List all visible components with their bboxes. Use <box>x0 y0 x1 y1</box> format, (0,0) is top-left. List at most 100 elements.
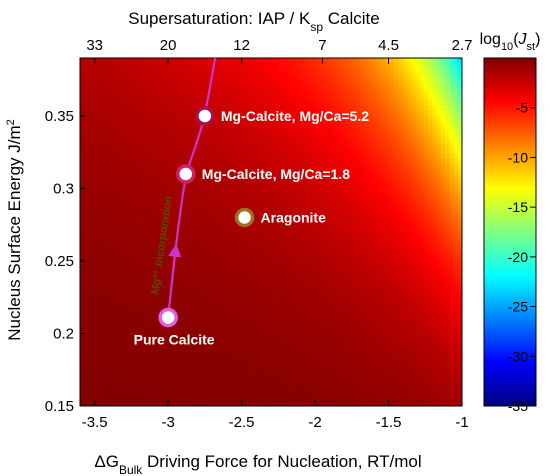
heatmap-cell <box>211 84 217 90</box>
heatmap-cell <box>449 127 455 133</box>
heatmap-cell <box>381 253 387 259</box>
heatmap-cell <box>96 179 102 185</box>
heatmap-cell <box>245 92 251 98</box>
heatmap-cell <box>113 297 119 303</box>
heatmap-cell <box>326 71 332 76</box>
heatmap-cell <box>126 58 132 63</box>
heatmap-cell <box>147 232 153 237</box>
heatmap-cell <box>317 223 323 229</box>
heatmap-cell <box>203 192 208 198</box>
heatmap-cell <box>419 275 425 281</box>
heatmap-cell <box>207 62 213 68</box>
heatmap-cell <box>186 236 191 242</box>
heatmap-cell <box>436 110 442 116</box>
heatmap-cell <box>394 118 399 124</box>
heatmap-cell <box>428 205 433 211</box>
heatmap-cell <box>80 118 85 124</box>
heatmap-cell <box>411 179 416 185</box>
heatmap-cell <box>156 127 162 133</box>
heatmap-cell <box>440 184 446 190</box>
heatmap-cell <box>411 232 416 237</box>
heatmap-cell <box>169 145 174 150</box>
heatmap-cell <box>101 131 107 137</box>
heatmap-cell <box>423 232 429 237</box>
heatmap-cell <box>220 192 225 198</box>
heatmap-cell <box>173 118 179 124</box>
heatmap-cell <box>377 114 382 120</box>
heatmap-cell <box>135 184 141 190</box>
heatmap-cell <box>249 62 255 68</box>
heatmap-cell <box>304 127 310 133</box>
heatmap-cell <box>394 140 399 146</box>
heatmap-cell <box>186 92 191 98</box>
heatmap-cell <box>254 184 259 190</box>
heatmap-cell <box>147 249 153 255</box>
heatmap-cell <box>428 258 433 264</box>
heatmap-cell <box>423 288 429 294</box>
heatmap-cell <box>415 162 421 168</box>
heatmap-cell <box>215 114 221 120</box>
heatmap-cell <box>118 297 124 303</box>
heatmap-cell <box>304 266 310 272</box>
heatmap-cell <box>164 227 170 233</box>
heatmap-cell <box>326 118 332 124</box>
heatmap-cell <box>271 127 276 133</box>
heatmap-cell <box>364 232 370 237</box>
heatmap-cell <box>381 201 387 207</box>
heatmap-cell <box>351 179 357 185</box>
heatmap-cell <box>423 140 429 146</box>
heatmap-cell <box>436 223 442 229</box>
heatmap-cell <box>109 101 115 107</box>
heatmap-cell <box>326 271 332 277</box>
heatmap-cell <box>351 158 357 163</box>
heatmap-cell <box>177 240 183 246</box>
heatmap-cell <box>266 297 272 303</box>
heatmap-cell <box>334 149 340 155</box>
heatmap-cell <box>389 284 395 290</box>
heatmap-cell <box>360 201 365 207</box>
heatmap-cell <box>415 145 421 150</box>
heatmap-cell <box>432 184 438 190</box>
heatmap-cell <box>249 236 255 242</box>
heatmap-cell <box>321 197 327 203</box>
heatmap-cell <box>254 140 259 146</box>
heatmap-cell <box>368 292 374 298</box>
heatmap-cell <box>113 266 119 272</box>
heatmap-cell <box>398 110 404 116</box>
heatmap-cell <box>453 153 459 159</box>
heatmap-cell <box>453 66 459 72</box>
heatmap-cell <box>96 184 102 190</box>
heatmap-cell <box>198 62 204 68</box>
heatmap-cell <box>92 84 98 90</box>
heatmap-cell <box>207 240 213 246</box>
heatmap-cell <box>449 262 455 268</box>
heatmap-cell <box>266 105 272 111</box>
heatmap-cell <box>317 292 323 298</box>
heatmap-cell <box>296 149 302 155</box>
heatmap-cell <box>279 110 285 116</box>
heatmap-cell <box>194 240 200 246</box>
heatmap-cell <box>287 136 293 142</box>
heatmap-cell <box>135 127 141 133</box>
heatmap-cell <box>220 253 225 259</box>
heatmap-cell <box>80 75 85 81</box>
heatmap-cell <box>415 75 421 81</box>
heatmap-cell <box>194 279 200 285</box>
heatmap-cell <box>177 262 183 268</box>
heatmap-cell <box>330 245 336 250</box>
heatmap-cell <box>96 153 102 159</box>
heatmap-cell <box>224 240 230 246</box>
heatmap-cell <box>351 253 357 259</box>
heatmap-cell <box>287 145 293 150</box>
heatmap-cell <box>143 162 149 168</box>
heatmap-cell <box>271 188 276 194</box>
heatmap-cell <box>147 75 153 81</box>
heatmap-cell <box>317 166 323 172</box>
heatmap-cell <box>254 118 259 124</box>
heatmap-cell <box>343 175 348 181</box>
heatmap-cell <box>126 184 132 190</box>
heatmap-cell <box>326 232 332 237</box>
heatmap-cell <box>143 118 149 124</box>
heatmap-cell <box>164 118 170 124</box>
heatmap-cell <box>139 201 145 207</box>
